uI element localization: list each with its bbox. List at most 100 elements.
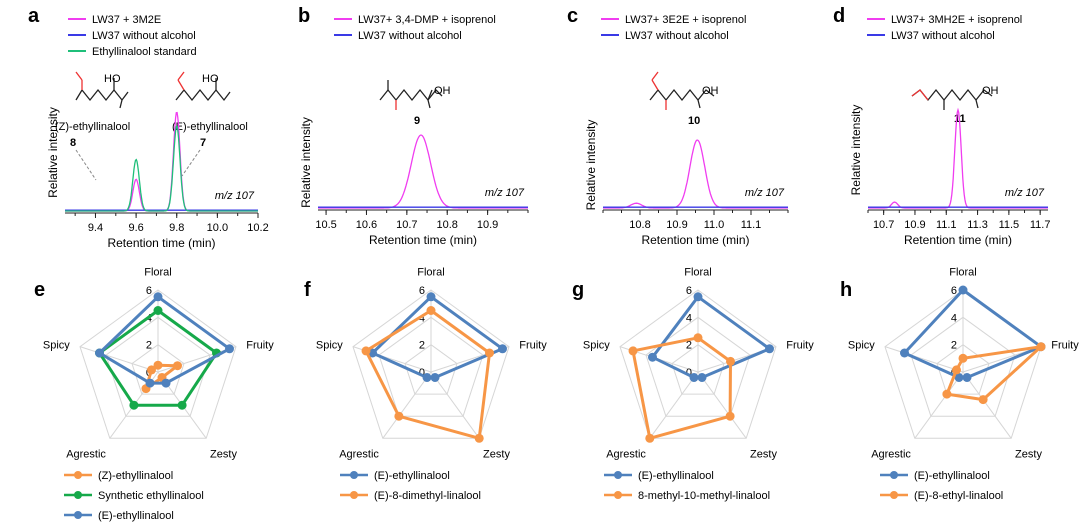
radar-point: [954, 373, 964, 382]
compound-label-a-1: (E)-ethyllinalool: [172, 121, 248, 133]
panel-c: c LW37+ 3E2E + isoprenol LW37 without al…: [567, 5, 746, 127]
radar-tick-label: 6: [146, 285, 152, 297]
radar-tick-label: 0: [419, 367, 425, 379]
panel-letter-h: h: [840, 279, 852, 301]
x-tick-label: 10.7: [396, 219, 417, 231]
x-axis-label: Retention time (min): [904, 233, 1012, 247]
hydroxyl-label: OH: [702, 85, 719, 97]
x-tick-label: 10.9: [904, 219, 925, 231]
radar-spoke: [697, 371, 747, 439]
pointer-line: [181, 149, 201, 177]
radar-point: [485, 348, 494, 358]
legend-b-0: LW37+ 3,4-DMP + isoprenol: [358, 14, 496, 26]
panel-letter-a: a: [28, 5, 40, 27]
legend-e-2: (E)-ethyllinalool: [98, 510, 174, 522]
x-axis-label: Retention time (min): [107, 236, 215, 250]
radar-grid-ring: [378, 316, 484, 417]
radar-point: [697, 373, 707, 382]
hydroxyl-label: OH: [434, 85, 451, 97]
panel-letter-g: g: [572, 279, 584, 301]
radar-axis-label: Fruity: [1051, 340, 1079, 352]
chromatogram-c: 10.8 10.9 11.0 11.1 Retention time (min) Rela…: [584, 120, 789, 247]
panel-b: b LW37+ 3,4-DMP + isoprenol LW37 without…: [298, 5, 496, 127]
radar-point: [693, 333, 703, 343]
radar-spoke: [430, 371, 480, 439]
y-axis-label: Relative intensity: [46, 107, 60, 198]
x-tick-label: 11.5: [999, 219, 1020, 231]
radar-grid-ring: [105, 316, 211, 417]
radar-axis-label: Agrestic: [66, 449, 106, 461]
radar-axis-label: Zesty: [1015, 449, 1042, 461]
radar-tick-label: 2: [419, 340, 425, 352]
x-tick-label: 11.7: [1030, 219, 1051, 231]
hydroxyl-label: HO: [104, 73, 121, 85]
legend-h-1: (E)-8-ethyl-linalool: [914, 490, 1003, 502]
x-tick-label: 11.1: [936, 219, 957, 231]
x-tick-label: 9.4: [88, 222, 103, 234]
radar-point: [394, 411, 404, 421]
radar-point: [978, 395, 988, 405]
radar-point: [153, 292, 163, 302]
compound-label-a-0: (Z)-ethyllinalool: [55, 121, 130, 133]
radar-axis-label: Agrestic: [339, 449, 379, 461]
legend-c: LW37+ 3E2E + isoprenol LW37 without alco…: [601, 14, 746, 42]
radar-point: [765, 344, 774, 354]
panel-a: a LW37 + 3M2E LW37 without alcohol Ethyl…: [28, 5, 248, 181]
radar-tick-label: 2: [951, 340, 957, 352]
radar-axis-label: Spicy: [43, 340, 70, 352]
radar-spoke: [382, 371, 432, 439]
radar-axis-label: Fruity: [519, 340, 547, 352]
mz-annotation: m/z 107: [1005, 187, 1045, 199]
radar-grid-ring: [671, 344, 725, 395]
x-tick-label: 10.6: [356, 219, 377, 231]
radar-point: [1036, 342, 1046, 352]
radar-spoke: [962, 371, 1012, 439]
radar-point: [648, 352, 657, 362]
chromatogram-d: 10.7 10.9 11.1 11.3 11.5 11.7 Retention time (…: [849, 105, 1050, 247]
legend-d: LW37+ 3MH2E + isoprenol LW37 without alc…: [867, 14, 1022, 42]
legend-g: (E)-ethyllinalool 8-methyl-10-methyl-lin…: [604, 470, 770, 502]
chromatogram-a: 9.4 9.6 9.8 10.0 10.2 Retention time (min) Rel…: [46, 107, 269, 250]
x-tick-label: 11.3: [967, 219, 988, 231]
radar-spoke: [914, 371, 964, 439]
radar-point: [430, 373, 440, 382]
radar-axis-label: Spicy: [848, 340, 875, 352]
mz-annotation: m/z 107: [215, 190, 255, 202]
compound-number-b: 9: [414, 115, 420, 127]
radar-point: [645, 433, 655, 443]
legend-c-1: LW37 without alcohol: [625, 30, 729, 42]
legend-b: LW37+ 3,4-DMP + isoprenol LW37 without a…: [334, 14, 496, 42]
radar-axis-label: Fruity: [786, 340, 814, 352]
x-tick-label: 10.8: [629, 219, 650, 231]
radar-point: [177, 400, 187, 410]
radar-point: [725, 411, 735, 421]
radar-axis-label: Fruity: [246, 340, 274, 352]
radar-grid-ring: [352, 289, 510, 439]
radar-tick-label: 0: [686, 367, 692, 379]
mz-annotation: m/z 107: [745, 187, 785, 199]
x-tick-label: 9.6: [128, 222, 143, 234]
radar-point: [900, 348, 909, 358]
panel-letter-c: c: [567, 5, 578, 27]
legend-h-0: (E)-ethyllinalool: [914, 470, 990, 482]
radar-point: [958, 285, 968, 295]
radar-series-0: [371, 295, 504, 379]
x-tick-label: 10.7: [873, 219, 894, 231]
radar-axis-label: Spicy: [316, 340, 343, 352]
legend-a: LW37 + 3M2E LW37 without alcohol Ethylli…: [68, 14, 197, 58]
radar-point: [952, 365, 961, 375]
radar-point: [225, 344, 234, 354]
compound-number-c: 10: [688, 115, 700, 127]
legend-e: (Z)-ethyllinalool Synthetic ethyllinaloo…: [64, 470, 204, 522]
radar-grid-ring: [131, 344, 185, 395]
structure-9: [379, 80, 443, 110]
legend-g-1: 8-methyl-10-methyl-linalool: [638, 490, 770, 502]
legend-b-1: LW37 without alcohol: [358, 30, 462, 42]
radar-series-2: [98, 295, 231, 385]
panel-letter-f: f: [304, 279, 311, 301]
radar-point: [153, 360, 163, 370]
radar-point: [958, 353, 968, 363]
structure-10: [649, 71, 715, 110]
radar-point: [161, 378, 171, 388]
